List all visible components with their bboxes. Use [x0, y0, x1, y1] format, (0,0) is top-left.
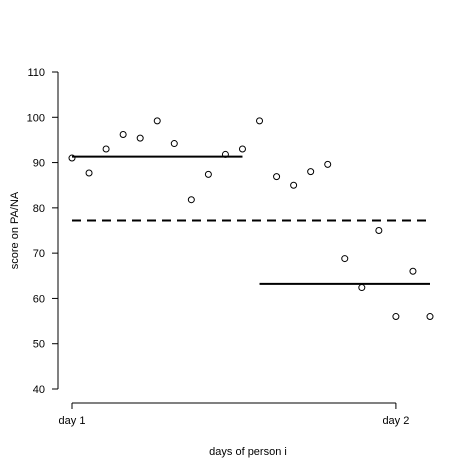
y-tick-label: 100: [27, 112, 45, 124]
data-point: [238, 145, 246, 153]
y-tick-label: 60: [33, 293, 45, 305]
data-point: [102, 145, 110, 153]
data-point: [136, 134, 144, 142]
data-point: [409, 267, 417, 275]
data-point: [204, 170, 212, 178]
data-point: [290, 181, 298, 189]
data-point: [358, 284, 366, 292]
data-point: [119, 130, 127, 138]
data-point: [153, 117, 161, 125]
y-ticks: 40 50 60 70 80 90 100 110: [27, 67, 58, 396]
reference-lines: [72, 155, 430, 285]
data-point: [221, 150, 229, 158]
data-point: [375, 227, 383, 234]
data-point: [256, 117, 264, 125]
data-point: [68, 154, 76, 162]
x-tick-label: day 1: [59, 415, 86, 427]
y-tick-label: 90: [33, 158, 45, 170]
x-tick-label: day 2: [382, 415, 409, 427]
y-tick-label: 50: [33, 339, 45, 351]
y-tick-label: 110: [27, 67, 45, 79]
data-point: [307, 168, 315, 176]
data-point: [392, 313, 400, 321]
data-point: [426, 313, 434, 321]
y-tick-label: 80: [33, 203, 45, 215]
data-point: [273, 173, 281, 181]
data-point: [341, 255, 349, 263]
axes: 40 50 60 70 80 90 100 110 day 1 day 2: [27, 67, 410, 427]
data-point: [187, 196, 195, 204]
y-tick-label: 70: [33, 248, 45, 260]
data-point: [324, 160, 332, 168]
x-axis-title: days of person i: [209, 446, 287, 458]
data-point: [170, 140, 178, 148]
x-ticks: day 1 day 2: [59, 403, 409, 427]
y-axis-title: score on PA/NA: [9, 191, 21, 269]
y-tick-label: 40: [33, 384, 45, 396]
data-points: [68, 117, 434, 321]
data-point: [85, 169, 93, 177]
